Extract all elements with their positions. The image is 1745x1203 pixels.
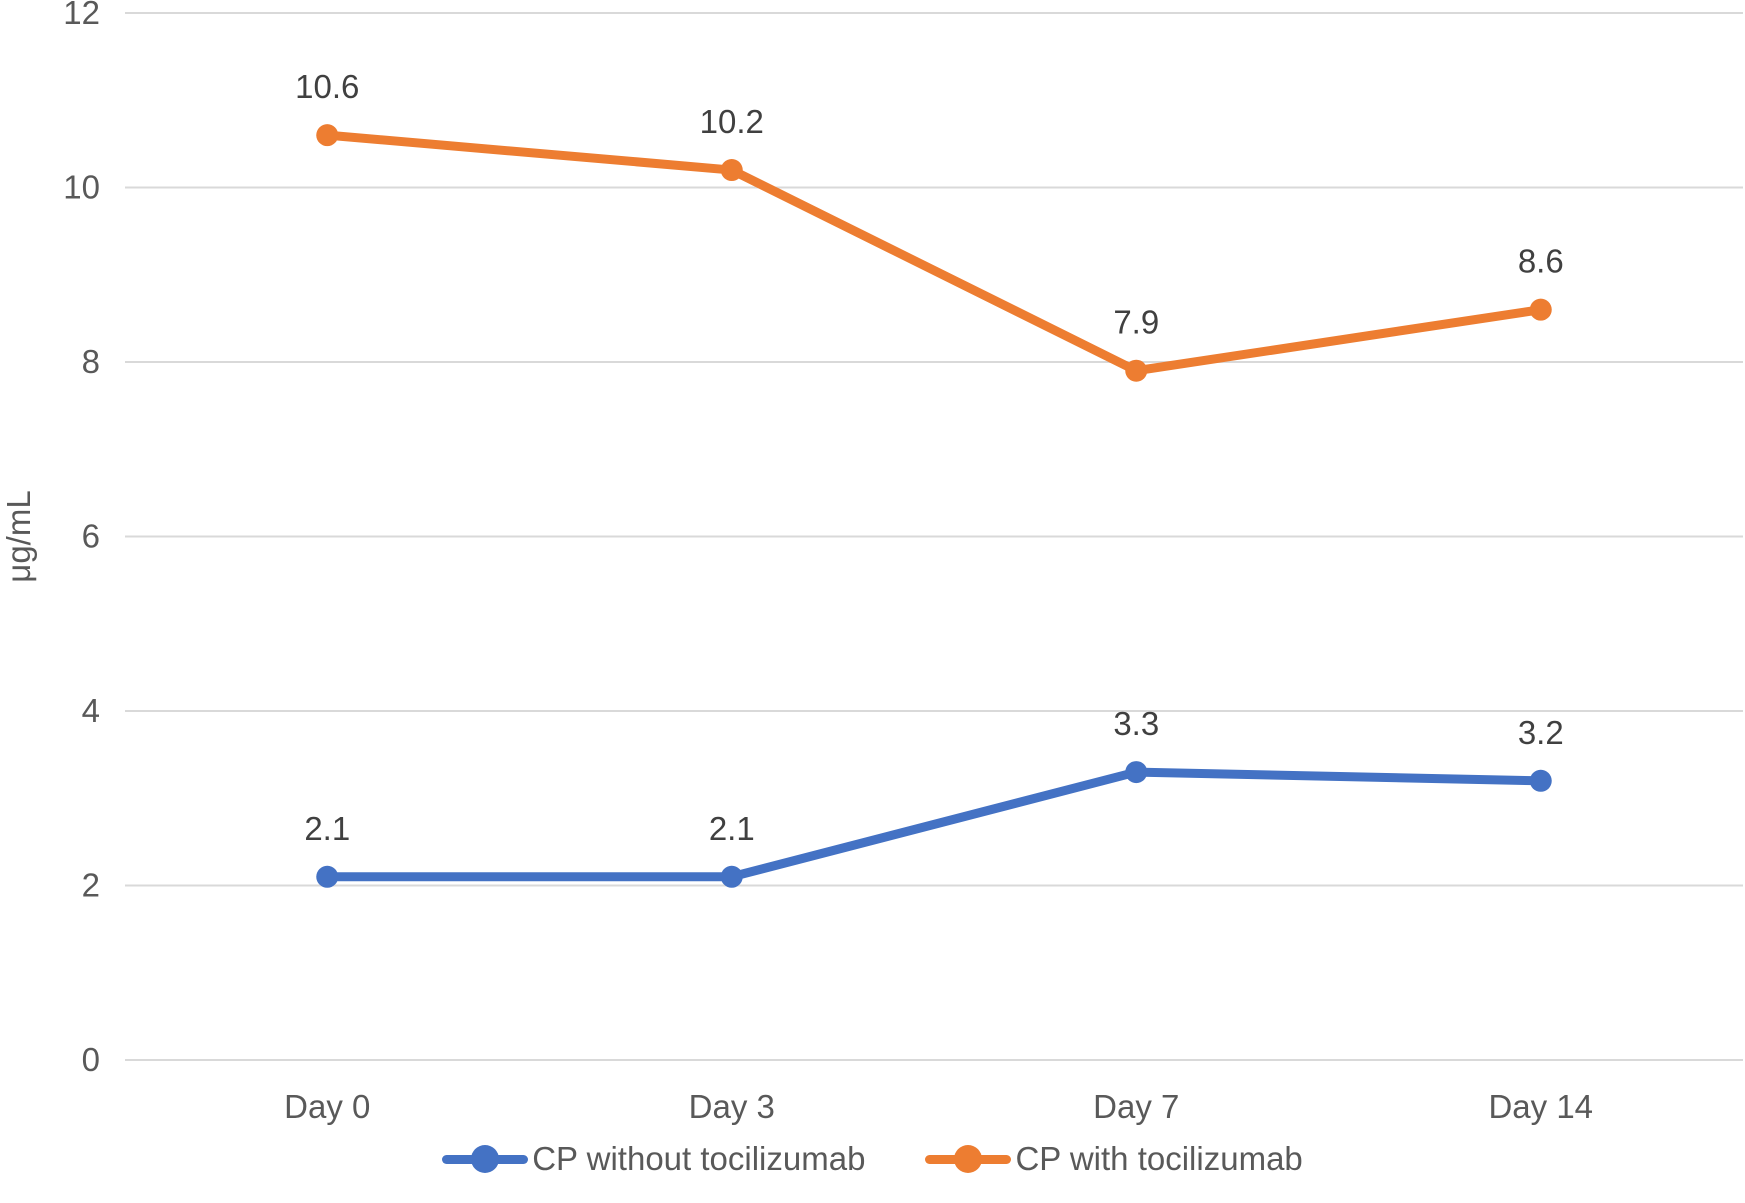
data-label: 3.3 [1113, 705, 1159, 742]
legend-marker-blue [442, 1144, 529, 1174]
legend-item-cp-with-tocilizumab: CP with tocilizumab [925, 1140, 1303, 1178]
y-axis-title: μg/mL [0, 490, 37, 582]
data-label: 7.9 [1113, 304, 1159, 341]
y-tick-label: 4 [82, 692, 100, 729]
series-line [322, 130, 1546, 376]
data-point [316, 124, 339, 147]
y-tick-label: 12 [63, 0, 100, 31]
x-category-label: Day 7 [1093, 1088, 1179, 1125]
y-tick-label: 6 [82, 518, 100, 555]
data-point [1125, 359, 1148, 382]
data-label: 8.6 [1518, 243, 1564, 280]
legend-label: CP with tocilizumab [1015, 1140, 1303, 1177]
data-label: 2.1 [304, 810, 350, 847]
y-tick-label: 10 [63, 169, 100, 206]
legend-dot-icon [471, 1145, 500, 1173]
legend-dot-icon [954, 1145, 983, 1173]
data-point [1529, 769, 1552, 792]
legend: CP without tocilizumab CP with tocilizum… [0, 1140, 1745, 1178]
x-category-label: Day 3 [689, 1088, 775, 1125]
data-label: 10.2 [700, 103, 764, 140]
data-point [1125, 761, 1148, 784]
x-category-label: Day 14 [1488, 1088, 1593, 1125]
data-label: 3.2 [1518, 714, 1564, 751]
data-point [720, 865, 743, 888]
legend-marker-orange [925, 1144, 1012, 1174]
y-tick-label: 8 [82, 343, 100, 380]
series-line [322, 767, 1546, 882]
y-tick-label: 0 [82, 1041, 100, 1078]
data-point [720, 159, 743, 182]
data-label: 10.6 [295, 68, 359, 105]
legend-label: CP without tocilizumab [532, 1140, 866, 1177]
data-point [1529, 298, 1552, 321]
legend-item-cp-without-tocilizumab: CP without tocilizumab [442, 1140, 865, 1178]
data-label: 2.1 [709, 810, 755, 847]
y-tick-label: 2 [82, 867, 100, 904]
data-point [316, 865, 339, 888]
x-category-label: Day 0 [284, 1088, 370, 1125]
